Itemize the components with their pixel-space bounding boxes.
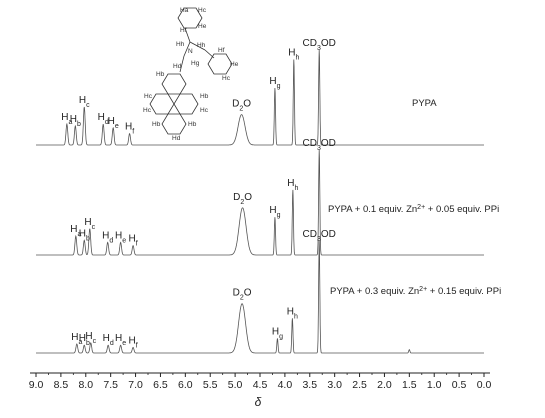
x-tick-label: 0.0 <box>477 379 492 391</box>
peak-label-1-hg: Hg <box>269 76 280 90</box>
peak-label-2-hb: Hb <box>79 228 90 242</box>
peak-label-3-hf: Hf <box>128 335 137 349</box>
struct-label-hg: Hg <box>191 60 200 67</box>
struct-label-he-right: He <box>230 61 239 68</box>
struct-label-hd-top: Hd <box>173 63 182 70</box>
pyrene-ring-4 <box>161 113 187 135</box>
struct-label-hb-3: Hb <box>152 121 161 128</box>
peak-label-2-hh: Hh <box>287 178 298 192</box>
pypa-structure-drawing: Ha Hc He Hf Hh N Hh Hg Hf He Hc Hd Hb Hc… <box>143 7 239 142</box>
peak-label-2-hg: Hg <box>269 205 280 219</box>
peak-label-1-d2o: D2O <box>232 99 251 113</box>
peak-label-1-hf: Hf <box>125 122 134 136</box>
x-tick-label: 6.5 <box>153 379 168 391</box>
peak-label-2-hf: Hf <box>128 234 137 248</box>
peak-label-3-hb: Hb <box>79 333 90 347</box>
x-tick-label: 1.0 <box>427 379 442 391</box>
x-axis-label: δ <box>255 395 262 409</box>
peak-label-2-d2o: D2O <box>233 192 252 206</box>
peak-label-3-hc: Hc <box>85 331 96 345</box>
x-tick-label: 5.5 <box>203 379 218 391</box>
peak-label-2-hd: Hd <box>102 230 113 244</box>
struct-label-ha: Ha <box>180 7 189 14</box>
peak-label-1-cd3od: CD3OD <box>303 38 336 52</box>
peak-label-3-hd: Hd <box>103 333 114 347</box>
struct-label-hc-4: Hc <box>200 107 209 114</box>
x-tick-label: 7.5 <box>103 379 118 391</box>
pyridine-ring-top <box>177 7 203 29</box>
struct-label-hh-2: Hh <box>197 42 206 49</box>
x-tick-label: 4.0 <box>278 379 293 391</box>
x-tick-label: 6.0 <box>178 379 193 391</box>
peak-label-1-hb: Hb <box>70 114 81 128</box>
x-tick-label: 1.5 <box>402 379 417 391</box>
struct-label-hd-bottom: Hd <box>172 135 181 142</box>
spectrum-trace-3 <box>36 240 484 354</box>
spectrum-name-3: PYPA + 0.3 equiv. Zn2+ + 0.15 equiv. PPi <box>330 286 501 298</box>
struct-label-he-top: He <box>198 23 207 30</box>
struct-label-hb-4: Hb <box>188 121 197 128</box>
spectrum-trace-2 <box>36 149 484 256</box>
x-tick-label: 7.0 <box>128 379 143 391</box>
struct-label-hc-top: Hc <box>198 7 207 14</box>
struct-label-hb-2: Hb <box>200 93 209 100</box>
struct-label-n: N <box>188 48 193 55</box>
peak-label-3-hh: Hh <box>287 306 298 320</box>
peak-label-2-he: He <box>115 230 126 244</box>
x-tick-label: 8.5 <box>54 379 69 391</box>
x-tick-label: 2.0 <box>377 379 392 391</box>
peak-label-1-hd: Hd <box>98 112 109 126</box>
peak-label-3-he: He <box>115 333 126 347</box>
struct-label-hc-right: Hc <box>222 75 231 82</box>
pyrene-ring-1 <box>161 73 187 95</box>
peak-label-2-cd3od: CD3OD <box>303 138 336 152</box>
struct-label-hf-right: Hf <box>218 47 225 54</box>
peak-label-2-hc: Hc <box>84 217 95 231</box>
x-tick-label: 0.5 <box>452 379 467 391</box>
peak-label-1-hh: Hh <box>288 48 299 62</box>
struct-label-hc-3: Hc <box>143 107 152 114</box>
spectra-layer <box>36 49 484 354</box>
peak-label-3-cd3od: CD3OD <box>303 229 336 243</box>
peak-label-1-hc: Hc <box>79 95 90 109</box>
x-tick-label: 8.0 <box>78 379 93 391</box>
pyridine-ring-right <box>207 53 233 75</box>
struct-label-hh-1: Hh <box>176 41 185 48</box>
spectrum-name-2: PYPA + 0.1 equiv. Zn2+ + 0.05 equiv. PPi <box>328 204 499 216</box>
x-tick-label: 3.0 <box>327 379 342 391</box>
x-tick-label: 4.5 <box>253 379 268 391</box>
spectrum-trace-1 <box>36 49 484 146</box>
peak-label-3-ha: Ha <box>71 332 82 346</box>
peak-label-1-he: He <box>108 116 119 129</box>
peak-label-2-ha: Ha <box>70 224 81 238</box>
x-tick-label: 5.0 <box>228 379 243 391</box>
spectrum-name-1: PYPA <box>412 98 437 109</box>
x-axis: 9.0 8.5 8.0 7.5 7.0 6.5 6.0 5.5 5.0 4.5 4.0 3.5 3.0 2… <box>29 372 492 391</box>
x-tick-label: 3.5 <box>302 379 317 391</box>
struct-label-hf-top: Hf <box>180 27 187 34</box>
peak-label-1-ha: Ha <box>61 112 72 126</box>
struct-label-hb-1: Hb <box>156 71 165 78</box>
x-tick-label: 2.5 <box>352 379 367 391</box>
struct-label-hc-2: Hc <box>144 93 153 100</box>
peak-label-3-d2o: D2O <box>233 288 252 302</box>
pyrene-ring-2 <box>173 93 199 115</box>
peak-label-3-hg: Hg <box>272 326 283 340</box>
pyrene-ring-3 <box>149 93 175 115</box>
x-tick-label: 9.0 <box>29 379 44 391</box>
